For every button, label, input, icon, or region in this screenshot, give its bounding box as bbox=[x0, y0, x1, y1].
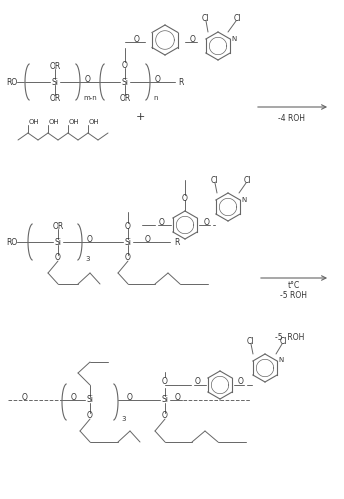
Text: OR: OR bbox=[119, 93, 131, 102]
Text: O: O bbox=[85, 74, 91, 83]
Text: O: O bbox=[145, 235, 151, 244]
Text: OH: OH bbox=[49, 119, 60, 125]
Text: O: O bbox=[125, 253, 131, 262]
Text: O: O bbox=[190, 34, 196, 43]
Text: O: O bbox=[195, 378, 201, 387]
Text: -5  ROH: -5 ROH bbox=[275, 332, 305, 341]
Text: Cl: Cl bbox=[279, 337, 287, 346]
Text: OH: OH bbox=[69, 119, 79, 125]
Text: Cl: Cl bbox=[233, 13, 241, 22]
Text: 3: 3 bbox=[85, 256, 89, 262]
Text: Si: Si bbox=[161, 396, 169, 405]
Text: -4 ROH: -4 ROH bbox=[279, 113, 305, 122]
Text: +: + bbox=[135, 112, 145, 122]
Text: OH: OH bbox=[89, 119, 100, 125]
Text: O: O bbox=[22, 393, 28, 402]
Text: OR: OR bbox=[50, 93, 61, 102]
Text: OR: OR bbox=[52, 222, 64, 231]
Text: -5 ROH: -5 ROH bbox=[280, 291, 308, 300]
Text: Cl: Cl bbox=[201, 13, 209, 22]
Text: Si: Si bbox=[52, 77, 58, 86]
Text: RO: RO bbox=[6, 77, 17, 86]
Text: N: N bbox=[278, 357, 283, 363]
Text: O: O bbox=[122, 60, 128, 69]
Text: O: O bbox=[87, 235, 93, 244]
Text: N: N bbox=[231, 35, 236, 41]
Text: O: O bbox=[162, 378, 168, 387]
Text: O: O bbox=[182, 194, 188, 203]
Text: O: O bbox=[159, 218, 165, 227]
Text: Cl: Cl bbox=[246, 337, 254, 346]
Text: O: O bbox=[162, 412, 168, 421]
Text: OH: OH bbox=[29, 119, 40, 125]
Text: N: N bbox=[241, 197, 246, 203]
Text: O: O bbox=[127, 393, 133, 402]
Text: O: O bbox=[204, 218, 210, 227]
Text: Si: Si bbox=[86, 396, 94, 405]
Text: OR: OR bbox=[50, 61, 61, 70]
Text: Si: Si bbox=[125, 238, 131, 247]
Text: m-n: m-n bbox=[83, 95, 97, 101]
Text: Si: Si bbox=[54, 238, 62, 247]
Text: O: O bbox=[71, 393, 77, 402]
Text: Si: Si bbox=[121, 77, 129, 86]
Text: n: n bbox=[153, 95, 158, 101]
Text: R: R bbox=[178, 77, 183, 86]
Text: O: O bbox=[238, 378, 244, 387]
Text: O: O bbox=[134, 34, 140, 43]
Text: O: O bbox=[87, 412, 93, 421]
Text: O: O bbox=[155, 74, 161, 83]
Text: O: O bbox=[125, 222, 131, 231]
Text: O: O bbox=[175, 393, 181, 402]
Text: t°C: t°C bbox=[288, 281, 300, 290]
Text: Cl: Cl bbox=[243, 176, 251, 185]
Text: R: R bbox=[174, 238, 179, 247]
Text: 3: 3 bbox=[121, 416, 126, 422]
Text: RO: RO bbox=[6, 238, 17, 247]
Text: O: O bbox=[55, 253, 61, 262]
Text: Cl: Cl bbox=[210, 176, 218, 185]
